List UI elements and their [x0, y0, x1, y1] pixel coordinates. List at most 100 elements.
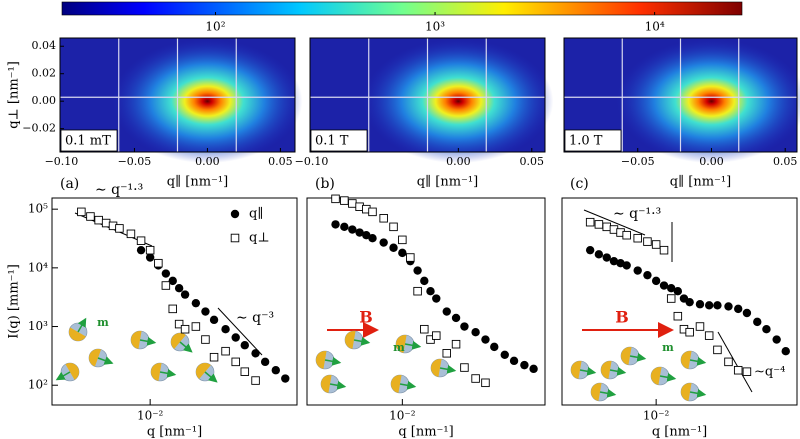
moment-arrow	[404, 340, 422, 350]
data-point	[460, 363, 469, 372]
data-point	[481, 378, 490, 388]
moment-arrow	[329, 380, 347, 390]
data-point	[94, 215, 103, 225]
data-point	[161, 269, 171, 278]
particle-half	[601, 361, 612, 379]
particle-half	[651, 367, 662, 385]
moment-arrow	[139, 336, 157, 346]
data-point	[191, 322, 201, 331]
x-tick-label: −0.10	[295, 155, 329, 168]
data-point	[174, 283, 184, 293]
panel-label: (b)	[315, 176, 335, 192]
legend-marker	[230, 233, 240, 243]
heatmap-intensity	[112, 39, 303, 164]
x-tick-label: 0.00	[446, 155, 471, 168]
annotation: ∼ q⁻¹·³	[95, 182, 143, 198]
data-point	[201, 307, 210, 316]
particle-half	[171, 333, 186, 349]
x-axis-label: q∥ [nm⁻¹]	[417, 175, 478, 190]
data-point	[420, 324, 429, 334]
data-point	[460, 322, 469, 331]
particle-half	[69, 327, 86, 341]
y-axis-label: q⊥ [nm⁻¹]	[7, 61, 22, 129]
data-point	[389, 222, 398, 232]
moment-arrow	[204, 371, 218, 383]
data-point	[633, 266, 642, 275]
data-point	[77, 207, 86, 217]
particle-half	[196, 363, 211, 379]
y-tick-label: 10³	[28, 319, 48, 333]
data-point	[585, 217, 595, 227]
x-tick-label: 0.00	[195, 155, 220, 168]
x-tick-label: 0.05	[268, 155, 293, 168]
x-tick-label: −0.10	[45, 155, 79, 168]
frame	[563, 37, 798, 153]
data-point	[115, 224, 124, 233]
data-point	[231, 357, 240, 367]
frame	[561, 197, 798, 406]
colorbar-tick-label: 10⁴	[645, 20, 665, 34]
data-point	[643, 270, 652, 280]
data-point	[126, 229, 136, 239]
data-point	[713, 345, 722, 355]
moment-arrow	[159, 368, 177, 378]
x-axis-label: q∥ [nm⁻¹]	[670, 175, 731, 190]
data-point	[331, 220, 340, 229]
data-point	[426, 287, 435, 296]
data-point	[471, 374, 480, 383]
data-point	[413, 266, 422, 275]
data-point	[136, 236, 146, 245]
data-point	[442, 307, 451, 316]
data-point	[231, 333, 240, 342]
particle-half	[591, 383, 602, 401]
power-law-guide	[583, 209, 646, 236]
data-point	[685, 327, 694, 337]
moment-arrow	[324, 356, 342, 366]
y-tick-label: 10⁵	[28, 202, 48, 216]
frame	[309, 37, 546, 153]
data-point	[742, 308, 752, 318]
moment-arrow	[659, 372, 677, 382]
data-point	[201, 335, 210, 344]
data-point	[221, 346, 230, 356]
x-axis-label: q [nm⁻¹]	[147, 425, 202, 439]
data-point	[724, 302, 733, 311]
data-point	[602, 222, 611, 232]
data-point	[168, 276, 177, 286]
particle-half	[345, 331, 356, 349]
particle-half	[621, 347, 632, 365]
frame	[59, 37, 296, 153]
colorbar-tick-label: 10³	[425, 20, 445, 34]
data-point	[209, 352, 219, 362]
power-law-guide	[217, 307, 263, 356]
moment-arrow	[689, 356, 707, 366]
data-point	[451, 313, 461, 323]
data-point	[704, 331, 714, 340]
data-point	[180, 324, 190, 334]
x-tick-label: 10⁻²	[137, 409, 164, 423]
x-tick-label: −0.05	[118, 155, 152, 168]
annotation: ∼ q⁻³	[236, 310, 274, 326]
x-tick-label: 10⁻²	[389, 409, 416, 423]
annotation-box	[310, 129, 368, 152]
moment-arrow	[609, 366, 627, 376]
data-point	[481, 335, 490, 344]
data-point	[340, 222, 349, 232]
data-point	[585, 245, 595, 255]
legend-label: q⊥	[249, 231, 270, 246]
data-point	[673, 311, 683, 321]
moment-arrow	[599, 388, 617, 398]
data-point	[191, 298, 201, 308]
data-point	[622, 261, 631, 270]
data-point	[432, 294, 441, 303]
data-point	[368, 207, 377, 217]
data-point	[154, 258, 163, 268]
data-point	[174, 319, 184, 329]
data-point	[368, 234, 377, 243]
x-tick-label: 0.00	[699, 155, 724, 168]
data-point	[602, 253, 611, 262]
data-point	[659, 281, 669, 290]
particle-half	[391, 375, 402, 393]
data-point	[389, 243, 398, 252]
annotation: ∼q⁻⁴	[754, 365, 785, 380]
